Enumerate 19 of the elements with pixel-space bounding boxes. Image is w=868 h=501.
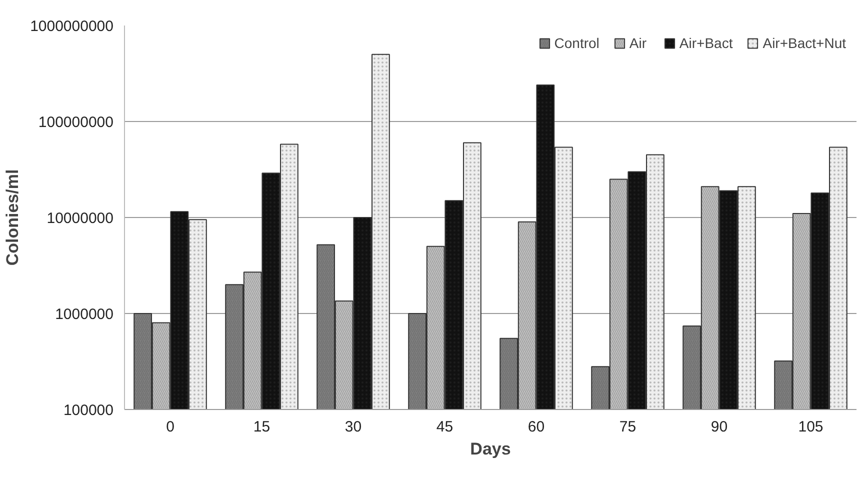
x-tick-label: 105 (798, 418, 824, 436)
x-tick-label: 30 (344, 418, 362, 436)
y-tick-label: 10000000 (46, 210, 114, 227)
x-tick-label: 75 (619, 418, 636, 436)
y-tick-label: 100000000 (38, 114, 114, 131)
y-tick-label: 1000000000 (30, 18, 114, 35)
y-axis-title: Colonies/ml (3, 169, 22, 266)
legend-label: Control (554, 35, 600, 51)
x-tick-label: 15 (253, 418, 270, 436)
y-tick-label: 1000000 (55, 306, 114, 323)
x-tick-label: 0 (166, 418, 174, 436)
legend-label: Air (629, 35, 648, 51)
x-tick-label: 90 (710, 418, 728, 436)
legend-label: Air+Bact (679, 35, 733, 51)
x-tick-label: 45 (436, 418, 454, 436)
legend-label: Air+Bact+Nut (762, 35, 846, 51)
x-axis-title: Days (470, 440, 511, 458)
y-tick-label: 100000 (63, 402, 114, 419)
x-tick-label: 60 (528, 418, 545, 436)
